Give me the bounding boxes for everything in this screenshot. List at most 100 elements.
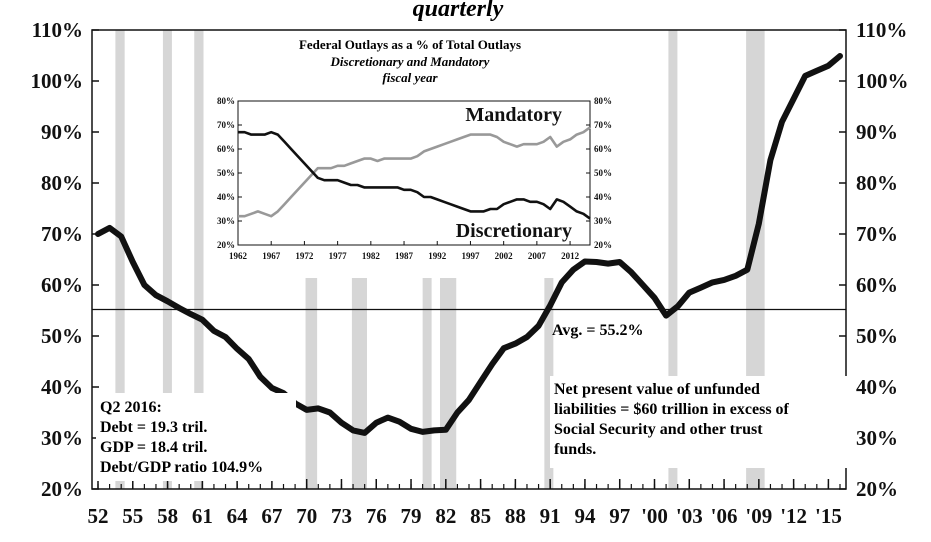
debt-summary-annotation: Q2 2016: Debt = 19.3 tril. GDP = 18.4 tr…: [96, 393, 296, 481]
inset-y-tick-label-left: 80%: [217, 96, 235, 106]
annotation-line: Debt = 19.3 tril.: [100, 419, 207, 436]
y-tick-label-right: 40%: [856, 375, 898, 399]
y-tick-label-right: 30%: [856, 426, 898, 450]
debt-gdp-series: [95, 53, 843, 436]
inset-y-tick-label-left: 70%: [217, 120, 235, 130]
annotation-line: liabilities = $60 trillion in excess of: [554, 401, 790, 418]
x-tick-label: 91: [540, 504, 561, 528]
chart-title: quarterly: [413, 0, 504, 22]
y-tick-label-left: 30%: [41, 426, 83, 450]
y-tick-label-left: 100%: [31, 69, 84, 93]
annotation-line: Debt/GDP ratio 104.9%: [100, 459, 263, 476]
inset-y-tick-label-right: 40%: [594, 192, 612, 202]
inset-x-tick-label: 1977: [329, 251, 348, 261]
inset-subtitle-line-1: Discretionary and Mandatory: [330, 54, 490, 69]
x-tick-label: '00: [641, 504, 668, 528]
x-tick-label: 70: [296, 504, 317, 528]
annotation-backdrop: [96, 393, 296, 481]
annotation-line: Social Security and other trust: [554, 421, 763, 438]
inset-y-tick-label-left: 20%: [217, 240, 235, 250]
x-tick-label: '06: [711, 504, 738, 528]
y-tick-label-right: 80%: [856, 171, 898, 195]
inset-y-tick-label-left: 40%: [217, 192, 235, 202]
x-tick-label: '03: [676, 504, 703, 528]
annotation-backdrop: [550, 376, 850, 468]
x-tick-label: 94: [574, 504, 596, 528]
x-tick-label: 73: [331, 504, 352, 528]
x-tick-label: 58: [157, 504, 178, 528]
inset-panel: [230, 30, 590, 278]
inset-x-tick-label: 2007: [528, 251, 547, 261]
main-axes: 20% 20% 30% 30% 40% 40% 50% 50% 60% 60% 70% 70% 80% 8…: [31, 18, 909, 528]
y-tick-label-left: 50%: [41, 324, 83, 348]
y-tick-label-left: 40%: [41, 375, 83, 399]
inset-series: [238, 126, 591, 220]
y-tick-label-left: 70%: [41, 222, 83, 246]
inset-y-tick-label-right: 30%: [594, 216, 612, 226]
inset-x-tick-label: 1982: [362, 251, 381, 261]
inset-y-tick-label-right: 50%: [594, 168, 612, 178]
inset-x-tick-label: 1962: [229, 251, 248, 261]
recession-band: [194, 30, 204, 489]
x-tick-label: 79: [401, 504, 422, 528]
inset-line-mandatory: [238, 126, 591, 218]
x-tick-label: 67: [261, 504, 282, 528]
annotation-line: Net present value of unfunded: [554, 381, 760, 398]
y-tick-label-right: 90%: [856, 120, 898, 144]
y-tick-label-right: 20%: [856, 477, 898, 501]
annotation-line: Q2 2016:: [100, 399, 162, 416]
x-tick-label: '09: [745, 504, 772, 528]
inset-x-tick-label: 2012: [561, 251, 580, 261]
x-tick-label: 85: [470, 504, 491, 528]
inset-y-tick-label-right: 70%: [594, 120, 612, 130]
y-tick-label-left: 60%: [41, 273, 83, 297]
recession-band: [668, 30, 678, 489]
x-tick-label: '12: [780, 504, 807, 528]
recession-band: [115, 30, 125, 489]
inset-subtitle-line-2: fiscal year: [382, 70, 438, 85]
annotation-line: funds.: [554, 441, 596, 458]
y-tick-label-left: 110%: [32, 18, 83, 42]
legend-label-mandatory: Mandatory: [465, 104, 562, 126]
inset-y-tick-label-right: 20%: [594, 240, 612, 250]
inset-y-tick-label-right: 60%: [594, 144, 612, 154]
inset-x-tick-label: 1972: [295, 251, 314, 261]
y-tick-label-right: 50%: [856, 324, 898, 348]
inset-y-tick-label-left: 60%: [217, 144, 235, 154]
y-tick-label-right: 60%: [856, 273, 898, 297]
y-tick-label-left: 90%: [41, 120, 83, 144]
inset-x-tick-label: 1987: [395, 251, 414, 261]
inset-axes: 20% 20% 30% 30% 40% 40% 50% 50% 60% 60% 70% 70% 80% 8…: [217, 96, 612, 261]
unfunded-liabilities-annotation: Net present value of unfunded liabilitie…: [550, 376, 850, 468]
inset-x-tick-label: 2002: [495, 251, 514, 261]
inset-line-discretionary: [238, 130, 591, 220]
annotation-line: GDP = 18.4 tril.: [100, 439, 207, 456]
inset-x-tick-label: 1967: [262, 251, 281, 261]
recession-band: [162, 30, 172, 489]
y-tick-label-left: 80%: [41, 171, 83, 195]
x-tick-label: '15: [815, 504, 842, 528]
inset-x-tick-label: 1992: [428, 251, 447, 261]
inset-y-tick-label-right: 80%: [594, 96, 612, 106]
x-tick-label: 52: [88, 504, 109, 528]
inset-y-tick-label-left: 30%: [217, 216, 235, 226]
y-tick-label-left: 20%: [41, 477, 83, 501]
x-tick-label: 97: [609, 504, 630, 528]
x-tick-label: 64: [227, 504, 249, 528]
x-tick-label: 61: [192, 504, 213, 528]
debt-gdp-line: [95, 53, 843, 436]
inset-x-tick-label: 1997: [461, 251, 480, 261]
x-tick-label: 88: [505, 504, 526, 528]
y-tick-label-right: 110%: [856, 18, 907, 42]
inset-chart: Federal Outlays as a % of Total Outlays …: [217, 30, 612, 278]
x-tick-label: 82: [435, 504, 456, 528]
recession-band: [746, 30, 765, 489]
y-tick-label-right: 70%: [856, 222, 898, 246]
inset-title: Federal Outlays as a % of Total Outlays: [299, 37, 521, 52]
inset-y-tick-label-left: 50%: [217, 168, 235, 178]
x-tick-label: 76: [366, 504, 387, 528]
y-tick-label-right: 100%: [856, 69, 909, 93]
legend-label-discretionary: Discretionary: [456, 220, 572, 242]
x-tick-label: 55: [122, 504, 143, 528]
